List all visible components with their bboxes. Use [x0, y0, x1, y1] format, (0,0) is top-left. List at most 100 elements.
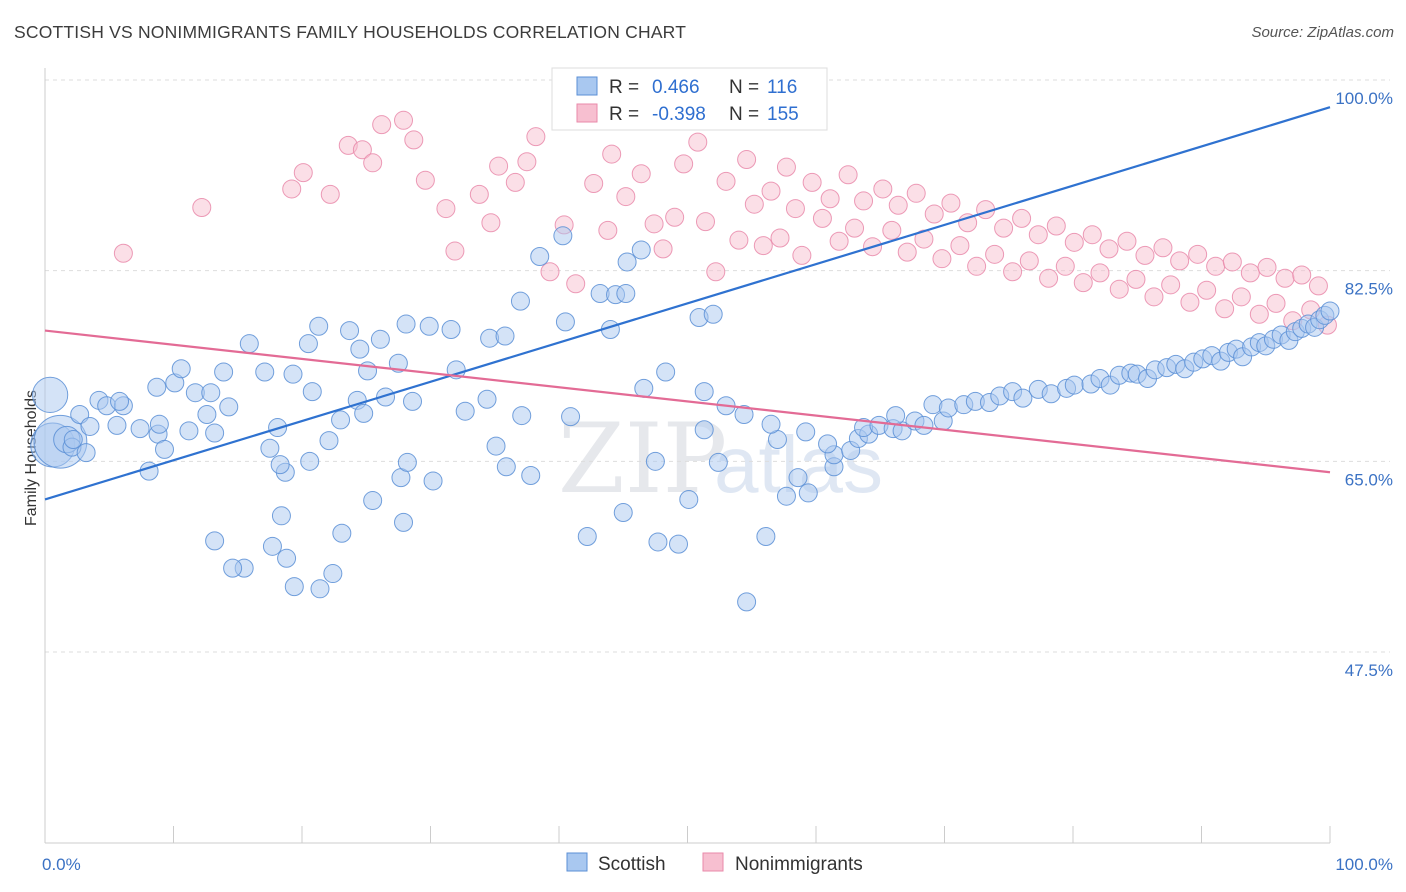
point-scottish — [197, 404, 217, 424]
point-nonimmigrants — [744, 194, 764, 214]
point-scottish — [613, 503, 633, 523]
point-scottish — [394, 512, 414, 532]
point-scottish — [495, 326, 515, 346]
point-nonimmigrants — [489, 156, 509, 176]
point-nonimmigrants — [192, 197, 212, 217]
point-nonimmigrants — [517, 152, 537, 172]
point-nonimmigrants — [1215, 299, 1235, 319]
x-tick-label: 100.0% — [1335, 855, 1393, 874]
point-nonimmigrants — [404, 130, 424, 150]
point-nonimmigrants — [753, 236, 773, 256]
point-scottish — [496, 457, 516, 477]
x-axis-ticks: 0.0% 100.0% — [42, 855, 1393, 874]
point-nonimmigrants — [363, 153, 383, 173]
point-nonimmigrants — [737, 150, 757, 170]
series-nonimmigrants-points — [113, 110, 1337, 335]
point-scottish — [403, 391, 423, 411]
point-scottish — [703, 304, 723, 324]
point-nonimmigrants — [845, 218, 865, 238]
watermark-zip: ZIP — [558, 403, 727, 515]
point-scottish — [486, 436, 506, 456]
point-nonimmigrants — [505, 172, 525, 192]
point-nonimmigrants — [415, 170, 435, 190]
point-nonimmigrants — [1170, 251, 1190, 271]
point-nonimmigrants — [394, 110, 414, 130]
point-scottish — [656, 362, 676, 382]
point-scottish — [617, 252, 637, 272]
point-scottish — [512, 406, 532, 426]
point-scottish — [631, 240, 651, 260]
point-nonimmigrants — [688, 132, 708, 152]
source-label: Source: ZipAtlas.com — [1251, 24, 1394, 41]
point-nonimmigrants — [716, 171, 736, 191]
point-nonimmigrants — [602, 144, 622, 164]
point-nonimmigrants — [320, 184, 340, 204]
point-scottish — [737, 592, 757, 612]
point-scottish — [648, 532, 668, 552]
point-scottish — [350, 339, 370, 359]
point-nonimmigrants — [1188, 244, 1208, 264]
point-scottish — [255, 362, 275, 382]
point-nonimmigrants — [1275, 268, 1295, 288]
point-scottish — [530, 247, 550, 267]
trendline-nonimmigrants — [44, 329, 1331, 474]
point-scottish — [616, 284, 636, 304]
point-scottish — [310, 579, 330, 599]
point-nonimmigrants — [1257, 257, 1277, 277]
point-scottish — [271, 506, 291, 526]
point-scottish — [155, 439, 175, 459]
point-scottish — [708, 452, 728, 472]
point-scottish — [179, 421, 199, 441]
point-nonimmigrants — [729, 230, 749, 250]
point-scottish — [32, 376, 69, 413]
point-nonimmigrants — [674, 154, 694, 174]
chart-title: SCOTTISH VS NONIMMIGRANTS FAMILY HOUSEHO… — [14, 22, 687, 42]
point-nonimmigrants — [631, 164, 651, 184]
point-nonimmigrants — [665, 207, 685, 227]
point-scottish — [510, 291, 530, 311]
point-nonimmigrants — [1109, 279, 1129, 299]
point-scottish — [669, 534, 689, 554]
point-scottish — [205, 531, 225, 551]
point-scottish — [376, 387, 396, 407]
point-scottish — [363, 491, 383, 511]
point-scottish — [694, 420, 714, 440]
legend-n-label-scottish: N = — [729, 77, 759, 98]
point-scottish — [270, 455, 290, 475]
point-scottish — [634, 378, 654, 398]
point-scottish — [756, 527, 776, 547]
point-nonimmigrants — [985, 244, 1005, 264]
point-nonimmigrants — [372, 115, 392, 135]
legend-r-label-nonimmigrants: R = — [609, 104, 639, 125]
point-scottish — [201, 383, 221, 403]
point-scottish — [555, 312, 575, 332]
point-scottish — [734, 404, 754, 424]
point-scottish — [788, 468, 808, 488]
point-nonimmigrants — [1249, 304, 1269, 324]
point-scottish — [370, 329, 390, 349]
point-nonimmigrants — [1135, 245, 1155, 265]
stats-legend-box — [551, 67, 828, 131]
point-scottish — [309, 316, 329, 336]
point-nonimmigrants — [1064, 232, 1084, 252]
point-scottish — [1064, 375, 1084, 395]
point-scottish — [205, 423, 225, 443]
point-nonimmigrants — [1180, 292, 1200, 312]
point-nonimmigrants — [1117, 231, 1137, 251]
y-tick-label: 47.5% — [1345, 661, 1393, 680]
point-scottish — [130, 419, 150, 439]
point-scottish — [761, 414, 781, 434]
point-nonimmigrants — [882, 220, 902, 240]
point-nonimmigrants — [706, 262, 726, 282]
point-nonimmigrants — [282, 179, 302, 199]
point-scottish — [818, 434, 838, 454]
point-nonimmigrants — [445, 241, 465, 261]
point-nonimmigrants — [644, 214, 664, 234]
legend-swatch-nonimmigrants — [576, 103, 598, 123]
legend-n-value-nonimmigrants: 155 — [767, 104, 799, 125]
point-scottish — [63, 430, 83, 450]
point-nonimmigrants — [1308, 276, 1328, 296]
point-nonimmigrants — [812, 208, 832, 228]
legend-r-value-nonimmigrants: -0.398 — [652, 104, 706, 125]
point-scottish — [886, 406, 906, 426]
